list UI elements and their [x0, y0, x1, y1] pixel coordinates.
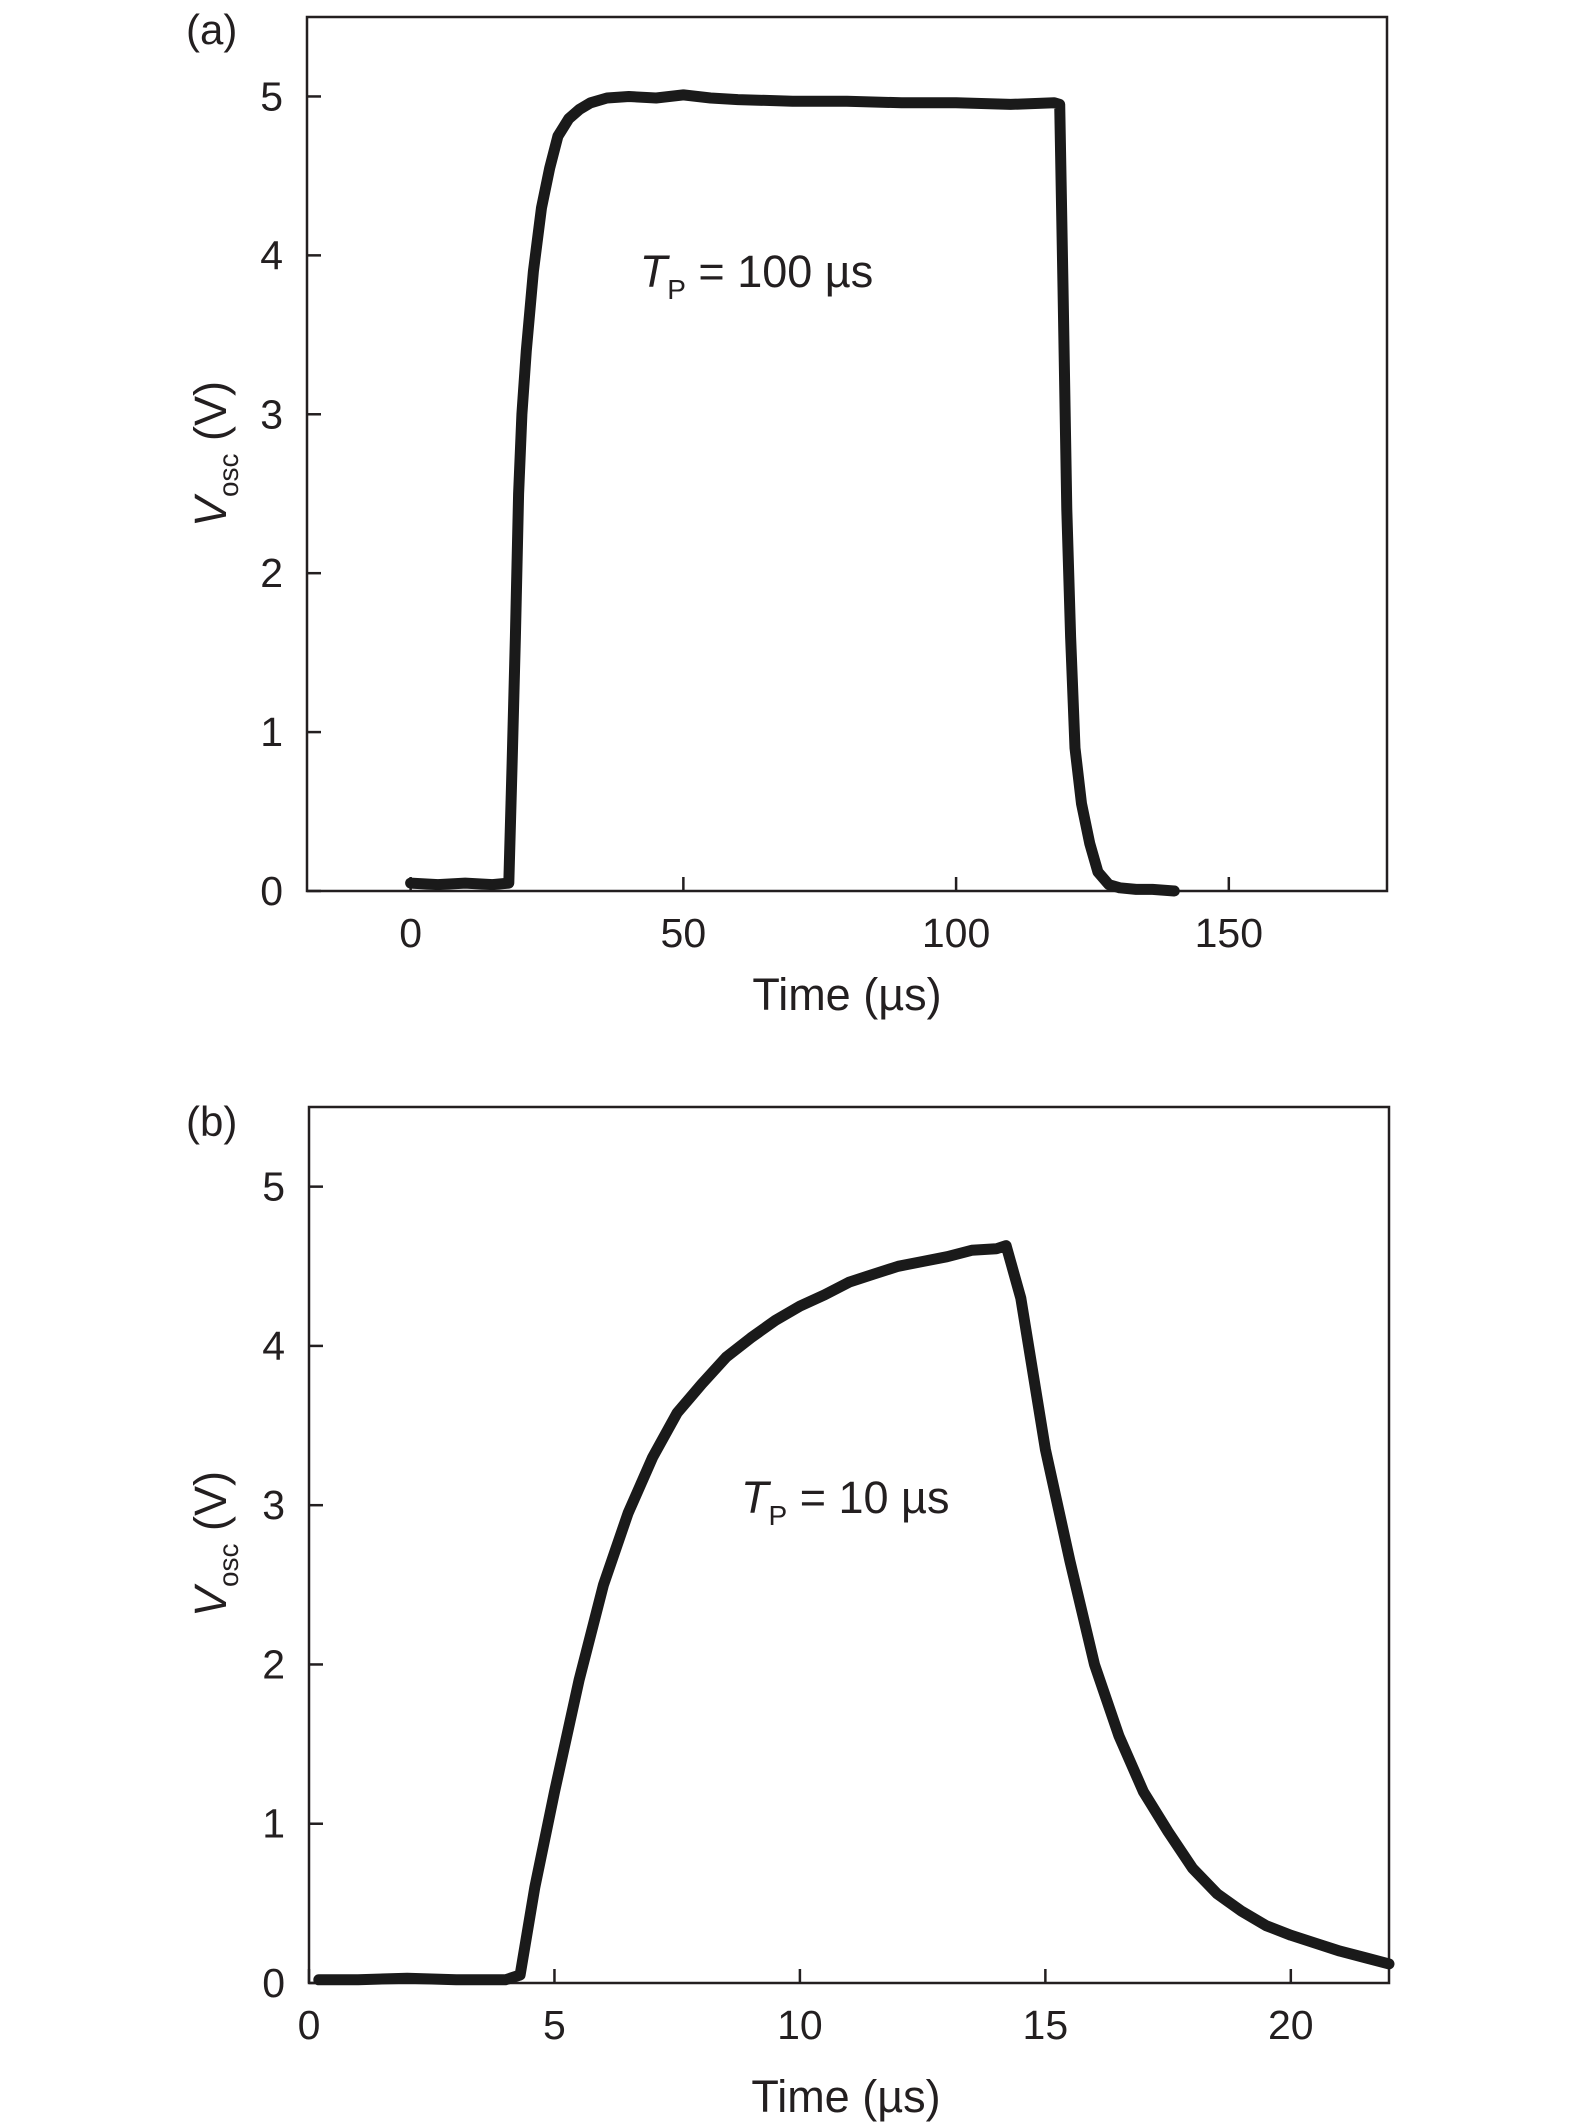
panel-b-y-axis-label-main: V: [185, 1583, 236, 1617]
panel-b-y-tick-label: 4: [262, 1323, 285, 1369]
panel-a-y-tick-label: 4: [260, 232, 283, 278]
panel-b-label: (b): [186, 1098, 237, 1145]
panel-b-x-tick-label: 10: [777, 2002, 823, 2048]
panel-a-y-ticks: 0 1 2 3 4 5: [260, 73, 321, 914]
panel-b-y-axis-label-unit: (V): [185, 1471, 236, 1544]
panel-a-y-axis-label-sub: osc: [213, 453, 244, 497]
panel-a-x-tick-label: 100: [922, 910, 990, 956]
panel-a-annotation-sub: P: [667, 274, 686, 305]
panel-b-annotation-main: T: [741, 1472, 772, 1523]
panel-b-y-tick-label: 2: [262, 1641, 285, 1687]
panel-b-pulse-annotation: TP = 10 µs: [741, 1472, 949, 1531]
panel-b-y-tick-label: 5: [262, 1164, 285, 1210]
panel-a-plot-frame: [305, 15, 1389, 893]
panel-a-y-tick-label: 0: [260, 868, 283, 914]
panel-a-x-tick-label: 50: [661, 910, 707, 956]
panel-a-y-tick-label: 5: [260, 73, 283, 119]
panel-b-plot-frame: [307, 1105, 1391, 1985]
panel-a-x-axis-label: Time (µs): [752, 969, 941, 1020]
panel-a-annotation-main: T: [640, 246, 671, 297]
panel-b-x-tick-label: 5: [543, 2002, 566, 2048]
panel-a-y-tick-label: 1: [260, 709, 283, 755]
panel-b-y-axis-label: Vosc (V): [185, 1471, 244, 1617]
panel-b-x-tick-label: 0: [298, 2002, 321, 2048]
panel-b-x-axis-label: Time (µs): [751, 2071, 940, 2122]
panel-a-label: (a): [186, 6, 237, 53]
panel-b-annotation-rest: = 10 µs: [787, 1472, 949, 1523]
panel-a-y-tick-label: 2: [260, 550, 283, 596]
panel-a-voltage-trace: [405, 89, 1180, 897]
panel-a-x-tick-label: 0: [399, 910, 422, 956]
panel-a-x-ticks: 0 50 100 150: [399, 877, 1263, 956]
panel-b-y-tick-label: 1: [262, 1801, 285, 1847]
panel-a-x-tick-label: 150: [1195, 910, 1263, 956]
panel-a-traces: [405, 89, 1180, 897]
panel-b-voltage-trace: [313, 1240, 1395, 1986]
panel-b-x-ticks: 0 5 10 15 20: [298, 1969, 1314, 2048]
panel-b-y-tick-label: 0: [262, 1960, 285, 2006]
panel-b-y-axis-label-sub: osc: [213, 1543, 244, 1587]
panel-a-annotation-rest: = 100 µs: [686, 246, 873, 297]
panel-b-annotation-sub: P: [769, 1500, 788, 1531]
panel-b-y-ticks: 0 1 2 3 4 5: [262, 1164, 323, 2006]
panel-b-chart: (b) 0 5 10 15 20 0 1 2 3 4 5 Time (µs) Vosc (V) T…: [185, 1098, 1395, 2122]
panel-a-y-tick-label: 3: [260, 391, 283, 437]
panel-a-pulse-annotation: TP = 100 µs: [640, 246, 873, 305]
panel-b-y-tick-label: 3: [262, 1482, 285, 1528]
panel-b-traces: [313, 1240, 1395, 1986]
panel-b-x-tick-label: 15: [1023, 2002, 1069, 2048]
panel-a-y-axis-label: Vosc (V): [185, 381, 244, 527]
panel-a-y-axis-label-unit: (V): [185, 381, 236, 454]
panel-a-y-axis-label-main: V: [185, 493, 236, 527]
panel-b-x-tick-label: 20: [1268, 2002, 1314, 2048]
